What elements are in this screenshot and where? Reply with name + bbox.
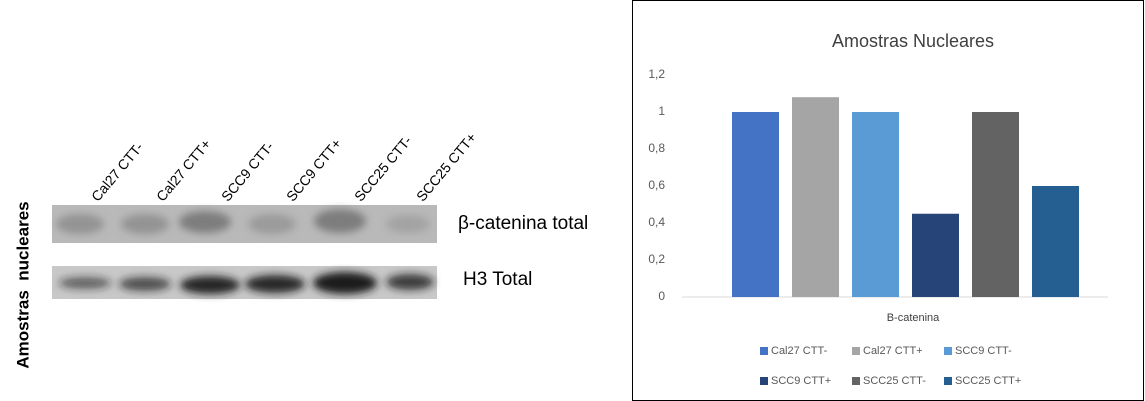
legend-swatch — [852, 377, 860, 385]
lane-label: SCC9 CTT- — [218, 138, 277, 204]
bar — [972, 112, 1019, 297]
lane-label: SCC9 CTT+ — [283, 135, 345, 204]
blot: Amostras nucleares β-catenina total H3 T… — [13, 201, 588, 368]
page: Amostras nucleares β-catenina total H3 T… — [0, 0, 1145, 401]
x-axis-label: B-catenina — [887, 312, 940, 324]
legend-swatch — [852, 347, 860, 355]
legend-label: Cal27 CTT+ — [863, 345, 923, 357]
y-tick-label: 0,2 — [648, 252, 665, 266]
bar — [912, 214, 959, 297]
figure: Amostras nucleares β-catenina total H3 T… — [0, 0, 1145, 401]
legend-label: SCC9 CTT+ — [771, 375, 831, 387]
legend-label: SCC25 CTT- — [863, 375, 926, 387]
chart-title: Amostras Nucleares — [832, 31, 994, 51]
y-tick-label: 0,4 — [648, 215, 665, 229]
y-tick-label: 1,2 — [648, 67, 665, 81]
legend-label: SCC9 CTT- — [955, 345, 1012, 357]
legend-swatch — [760, 347, 768, 355]
bar — [1032, 186, 1079, 297]
lane-label: SCC25 CTT- — [351, 132, 415, 204]
bar — [732, 112, 779, 297]
lane-label: Cal27 CTT- — [88, 139, 146, 204]
legend-swatch — [944, 347, 952, 355]
y-tick-label: 0 — [658, 289, 665, 303]
lane-label: SCC25 CTT+ — [413, 129, 480, 204]
lane-label: Cal27 CTT+ — [153, 136, 214, 204]
legend-label: Cal27 CTT- — [771, 345, 828, 357]
blot-side-label: Amostras nucleares — [13, 201, 32, 368]
legend-swatch — [760, 377, 768, 385]
bar — [852, 112, 899, 297]
blot-row-label: H3 Total — [463, 269, 532, 290]
blot-strip — [52, 205, 437, 243]
legend-label: SCC25 CTT+ — [955, 375, 1021, 387]
legend-swatch — [944, 377, 952, 385]
y-tick-label: 0,6 — [648, 178, 665, 192]
bar — [792, 97, 839, 297]
y-tick-label: 0,8 — [648, 141, 665, 155]
blot-row-label: β-catenina total — [458, 213, 588, 234]
y-tick-label: 1 — [658, 104, 665, 118]
